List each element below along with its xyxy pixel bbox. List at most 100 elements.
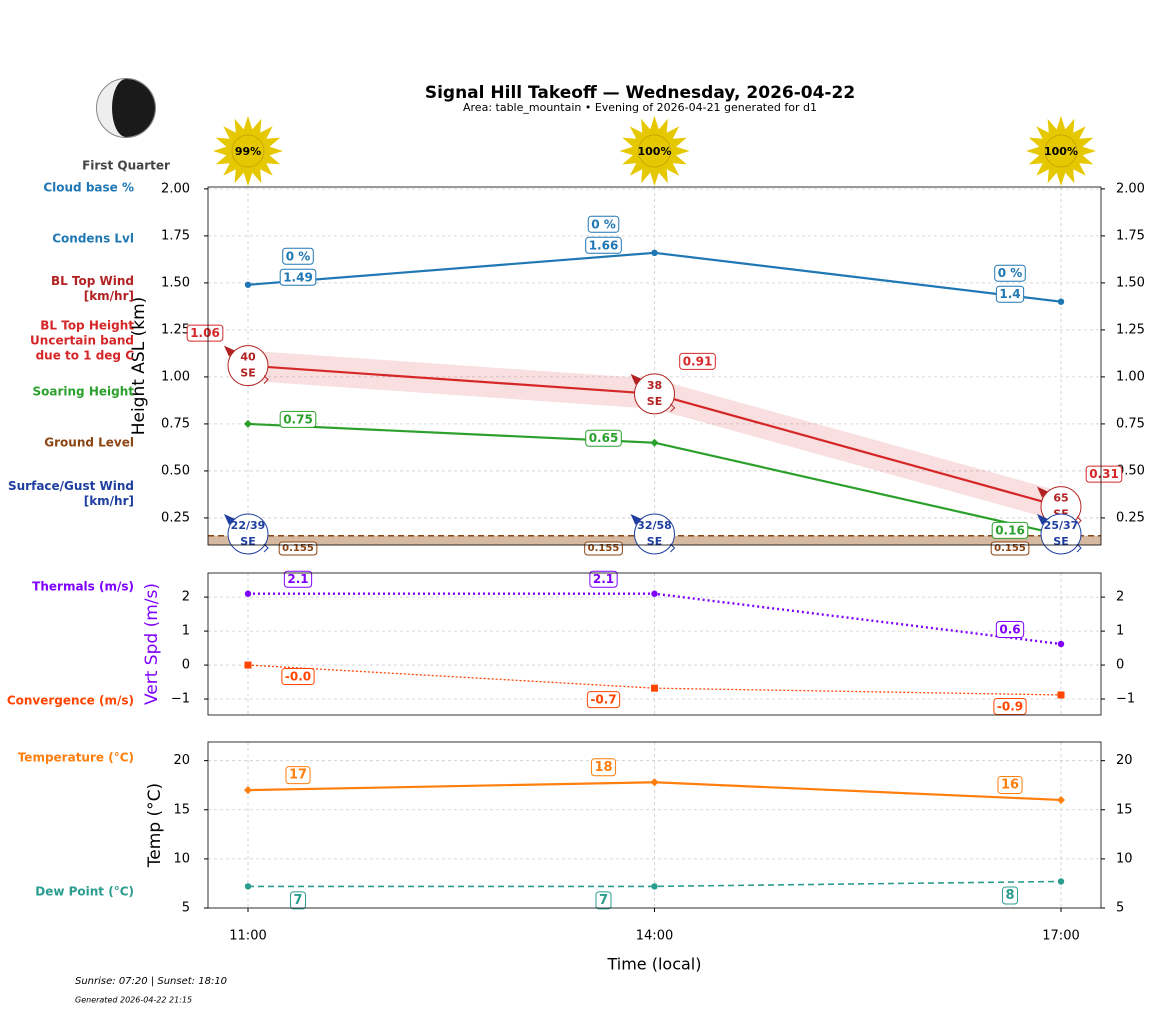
- marker: [651, 684, 658, 692]
- label-text: 16: [1001, 777, 1019, 792]
- wind-direction: SE: [1053, 535, 1068, 548]
- label-text: 2.1: [593, 572, 614, 586]
- wind-arrow: [224, 514, 235, 525]
- value-label: 1.66: [585, 236, 622, 254]
- label-text: 0 %: [286, 249, 311, 263]
- label-box: [590, 758, 617, 777]
- value-label: 7: [289, 891, 307, 910]
- wind-direction: SE: [240, 367, 255, 380]
- label-box: [993, 697, 1027, 715]
- moon-phase: First Quarter: [82, 159, 170, 173]
- label-text: -0.0: [285, 670, 311, 684]
- label-box: [285, 766, 311, 785]
- x-tick-label: 14:00: [636, 929, 673, 944]
- value-label: 0.16: [991, 521, 1029, 539]
- legend-entry: Temperature (°C): [17, 750, 134, 765]
- wind-circle: [634, 373, 675, 415]
- value-label: 0.65: [585, 429, 622, 447]
- y-tick-label: 1: [182, 624, 190, 639]
- label-box: [585, 236, 622, 254]
- legend-entry: BL Top Wind [km/hr]: [50, 274, 134, 303]
- y2-tick-label: 0.75: [1116, 416, 1145, 431]
- label-text: 0.91: [683, 354, 713, 368]
- y2-tick-label: 2.00: [1116, 181, 1145, 196]
- label-box: [587, 215, 620, 233]
- label-text: 1.4: [999, 287, 1020, 301]
- label-box: [995, 285, 1025, 303]
- marker: [650, 438, 659, 447]
- chart-subtitle: Area: table_mountain • Evening of 2026-0…: [463, 101, 817, 114]
- sun-times: Sunrise: 07:20 | Sunset: 18:10: [75, 976, 227, 987]
- value-label: 0.91: [679, 352, 716, 370]
- marker: [244, 590, 252, 597]
- legend-entry: Condens Lvl: [52, 231, 134, 246]
- label-text: 1.66: [589, 238, 619, 252]
- wind-circle: [227, 513, 269, 555]
- wind-arrow: [1037, 514, 1048, 525]
- wind-direction: SE: [647, 535, 662, 548]
- sun-disc: [1044, 134, 1078, 168]
- y2-tick-label: 0.50: [1116, 463, 1145, 478]
- value-label: 0.155: [278, 541, 318, 556]
- y-tick-label: 20: [173, 753, 190, 768]
- label-text: 2.1: [287, 572, 308, 586]
- wind-arrow: [224, 345, 235, 357]
- value-label: 0 %: [282, 247, 314, 265]
- y-tick-label: 10: [173, 851, 190, 866]
- value-label: 17: [285, 766, 311, 785]
- y2-tick-label: 1.50: [1116, 275, 1145, 290]
- y-tick-label: 0.25: [161, 510, 190, 525]
- y-tick-label: 1.50: [161, 275, 190, 290]
- label-text: 17: [289, 768, 307, 783]
- series-line: [248, 880, 1062, 888]
- wind-speed: 40: [240, 351, 256, 364]
- y-axis-label: Vert Spd (m/s): [142, 583, 162, 705]
- value-label: 2.1: [589, 570, 618, 588]
- y-tick-label: 0.75: [161, 416, 190, 431]
- label-box: [994, 264, 1026, 282]
- wind-arrow: [1037, 486, 1048, 498]
- y-tick-label: 15: [173, 802, 190, 817]
- sun-percent: 99%: [235, 145, 261, 158]
- label-box: [995, 621, 1025, 638]
- value-label: 1.49: [279, 268, 317, 286]
- marker: [650, 778, 659, 787]
- y2-tick-label: −1: [1116, 692, 1135, 707]
- marker: [1057, 691, 1065, 699]
- label-box: [279, 268, 317, 286]
- marker: [244, 661, 252, 669]
- label-box: [279, 410, 317, 428]
- value-label: 0.6: [995, 621, 1025, 638]
- label-text: 7: [599, 893, 608, 908]
- label-box: [991, 521, 1029, 539]
- y2-tick-label: 20: [1116, 753, 1133, 768]
- y2-tick-label: 1.75: [1116, 228, 1145, 243]
- label-text: 7: [293, 893, 302, 908]
- label-text: -0.9: [997, 699, 1023, 713]
- y-tick-label: −1: [171, 692, 190, 707]
- legend-entry: Convergence (m/s): [6, 693, 134, 708]
- sun-percent: 100%: [1044, 145, 1078, 158]
- legend-entry: Ground Level: [44, 435, 134, 450]
- value-label: 0.155: [990, 541, 1030, 556]
- legend-entry: Dew Point (°C): [35, 884, 134, 899]
- wind-speed: 32/58: [637, 519, 672, 532]
- wind-circle: [634, 513, 675, 555]
- value-label: 1.4: [995, 285, 1025, 303]
- label-box: [679, 352, 716, 370]
- label-box: [289, 891, 307, 910]
- x-tick-label: 17:00: [1042, 929, 1079, 944]
- value-label: -0.7: [586, 691, 621, 709]
- wind-tail: [263, 375, 269, 384]
- y2-tick-label: 5: [1116, 901, 1124, 916]
- wind-direction: SE: [647, 395, 662, 408]
- y-tick-label: 2: [182, 590, 190, 605]
- y-tick-label: 1.75: [161, 228, 190, 243]
- wind-circle: [227, 345, 269, 387]
- value-label: -0.0: [281, 668, 315, 686]
- moon-shadow: [112, 79, 155, 137]
- wind-direction: SE: [240, 535, 255, 548]
- wind-speed: 65: [1053, 492, 1068, 505]
- value-label: 2.1: [283, 570, 313, 588]
